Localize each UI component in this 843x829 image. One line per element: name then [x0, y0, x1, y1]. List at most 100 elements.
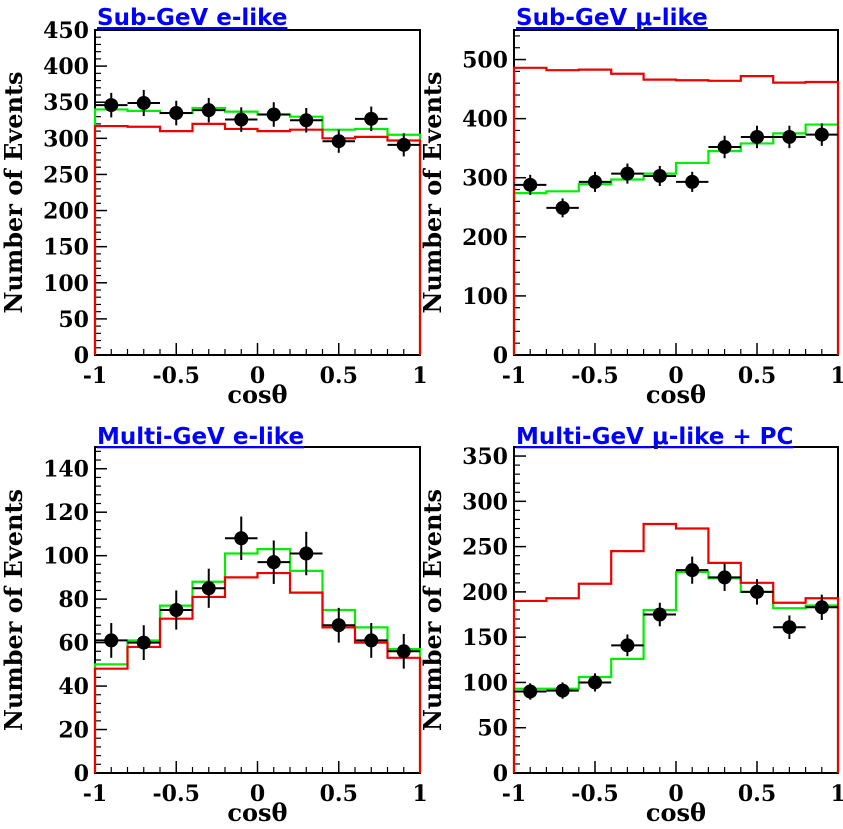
y-tick-label: 50: [58, 307, 89, 333]
data-point: [652, 607, 667, 622]
y-tick-label: 500: [462, 48, 508, 74]
histogram-series-2: [512, 123, 840, 355]
data-point: [620, 166, 635, 181]
y-tick-label: 20: [58, 718, 89, 744]
data-point: [234, 531, 249, 546]
y-tick-label: 0: [493, 761, 508, 787]
data-point: [169, 603, 184, 617]
y-tick-label: 140: [43, 457, 89, 483]
data-point: [266, 107, 281, 122]
x-tick-label: -0.5: [153, 363, 200, 389]
data-point: [685, 174, 700, 189]
panel-title: Sub-GeV e-like: [97, 5, 287, 31]
histogram-series-2: [93, 106, 422, 355]
data-point: [750, 129, 764, 144]
data-point: [523, 684, 538, 699]
x-tick-label: 0.5: [320, 781, 358, 807]
y-tick-label: 100: [462, 284, 508, 310]
y-tick-label: 450: [43, 18, 89, 44]
x-tick-label: -1: [83, 363, 107, 389]
y-tick-label: 150: [43, 235, 89, 261]
plot-frame: [94, 29, 421, 356]
histogram-series-3: [512, 522, 840, 773]
y-axis-title: Number of Events: [418, 489, 447, 731]
x-tick-label: -0.5: [571, 363, 618, 389]
chart-panel-4: -1 -0.5 0 0.5 1 0 50 100 150 200 250 300 350 Multi-Ge…: [418, 424, 843, 827]
y-tick-label: 300: [462, 489, 508, 515]
data-point: [299, 546, 314, 561]
data-point: [588, 675, 602, 690]
y-tick-label: 400: [462, 107, 508, 133]
x-tick-label: 0: [250, 363, 265, 389]
data-point: [814, 127, 829, 142]
data-point: [523, 177, 538, 192]
data-point: [620, 638, 635, 653]
x-tick-label: 0.5: [738, 781, 776, 807]
x-tick-label: -0.5: [571, 781, 618, 807]
y-tick-label: 120: [43, 500, 89, 526]
panel-title: Sub-GeV μ-like: [516, 5, 708, 31]
chart-panel-3: -1 -0.5 0 0.5 1 0 20 40 60 80 100 120 140 Multi-GeV e…: [0, 424, 428, 827]
y-tick-label: 350: [43, 90, 89, 116]
y-axis-title: Number of Events: [0, 489, 28, 731]
y-tick-label: 40: [58, 674, 89, 700]
y-tick-label: 80: [58, 587, 89, 613]
y-tick-label: 100: [43, 544, 89, 570]
data-point: [782, 620, 797, 635]
x-tick-label: 0: [668, 781, 683, 807]
x-tick-label: 0.5: [320, 363, 358, 389]
histogram-series-2: [93, 548, 422, 773]
y-axis-title: Number of Events: [418, 71, 447, 313]
x-tick-label: 0.5: [738, 363, 776, 389]
data-point: [331, 134, 346, 149]
x-tick-label: 1: [830, 781, 843, 807]
data-point: [717, 140, 732, 154]
histogram-series-3: [93, 571, 422, 773]
x-tick-label: 0: [668, 363, 683, 389]
data-point: [364, 111, 379, 126]
y-tick-label: 0: [493, 343, 508, 369]
y-tick-label: 0: [74, 761, 89, 787]
panel-title: Multi-GeV μ-like + PC: [516, 424, 793, 450]
y-tick-label: 50: [477, 716, 508, 742]
data-point: [331, 618, 346, 633]
y-axis-title: Number of Events: [0, 71, 28, 313]
data-point: [750, 584, 764, 599]
panel-title: Multi-GeV e-like: [97, 424, 304, 450]
x-axis-title: cosθ: [227, 380, 287, 409]
data-point: [299, 113, 314, 128]
y-tick-label: 250: [43, 162, 89, 188]
data-point: [782, 129, 797, 144]
y-tick-label: 0: [74, 343, 89, 369]
histogram-series-3: [93, 122, 422, 355]
data-point: [136, 635, 151, 650]
histogram-series-2: [512, 570, 840, 773]
x-tick-label: 1: [412, 781, 427, 807]
data-point: [555, 200, 570, 215]
y-tick-label: 300: [462, 166, 508, 192]
data-point: [234, 112, 249, 127]
x-tick-label: 1: [412, 363, 427, 389]
data-point: [136, 95, 151, 110]
x-tick-label: -1: [83, 781, 107, 807]
plot-frame: [94, 446, 421, 774]
data-point: [396, 137, 411, 152]
chart-panel-1: -1 -0.5 0 0.5 1 0 50 100 150 200 250 300 350 400 450 Su…: [0, 5, 428, 409]
y-tick-label: 400: [43, 54, 89, 80]
y-tick-label: 300: [43, 126, 89, 152]
data-point: [555, 683, 570, 698]
x-tick-label: -1: [502, 363, 526, 389]
y-tick-label: 100: [462, 670, 508, 696]
x-axis-title: cosθ: [646, 798, 706, 827]
data-point: [201, 581, 216, 596]
y-tick-label: 350: [462, 444, 508, 470]
histogram-series-3: [512, 66, 840, 355]
data-point: [364, 633, 379, 648]
data-point: [717, 570, 732, 585]
y-tick-label: 100: [43, 271, 89, 297]
data-point: [652, 168, 667, 183]
data-point: [266, 555, 281, 570]
chart-panel-2: -1 -0.5 0 0.5 1 0 100 200 300 400 500 Sub-GeV μ-lik…: [418, 5, 843, 409]
y-tick-label: 200: [43, 199, 89, 225]
